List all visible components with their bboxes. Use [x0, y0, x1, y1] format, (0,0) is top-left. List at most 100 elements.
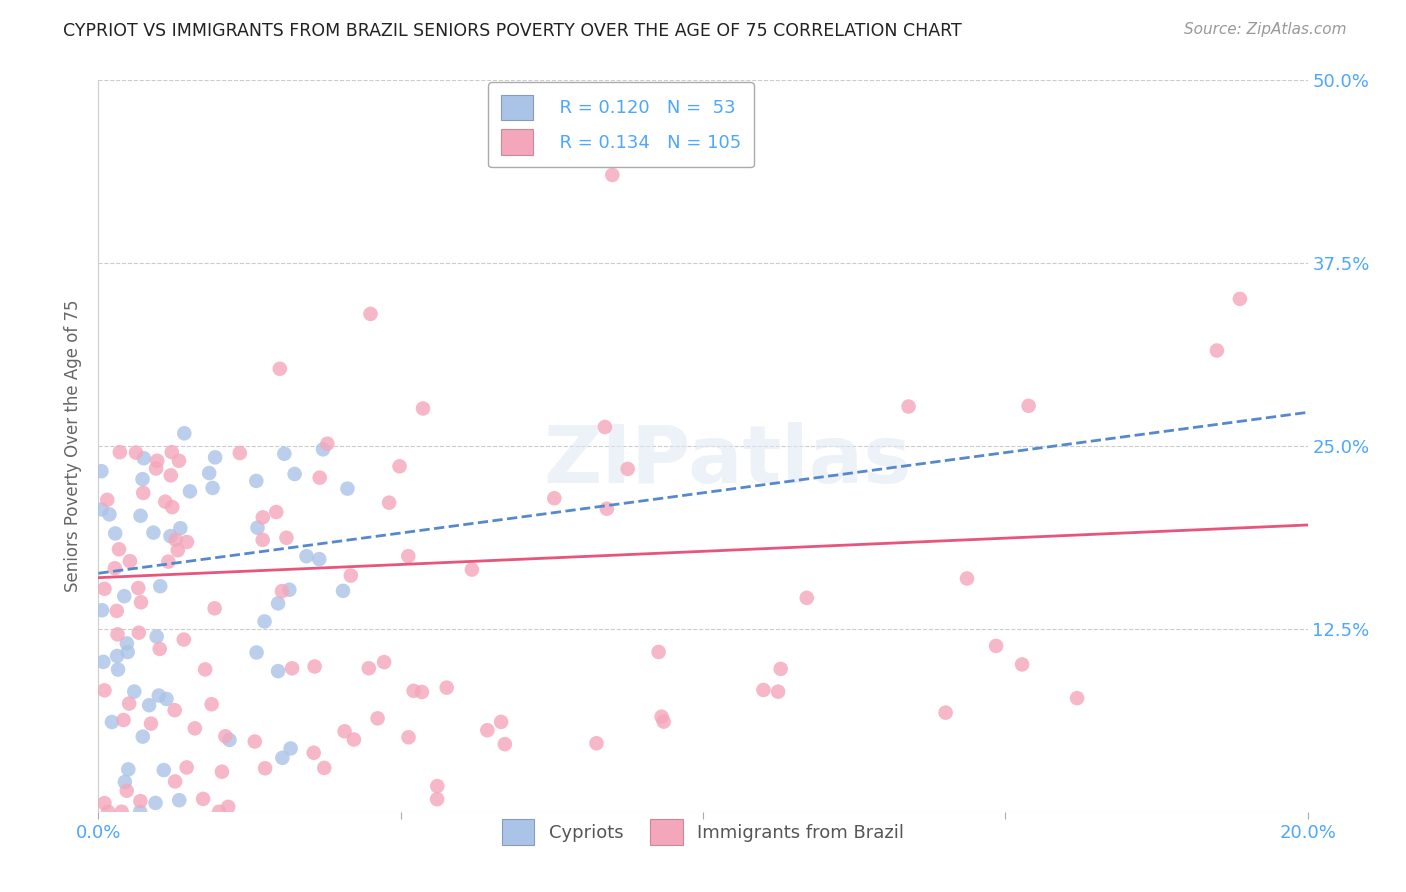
Point — [159, 529, 181, 543]
Point — [117, 645, 139, 659]
Point — [984, 639, 1007, 653]
Point — [129, 805, 152, 819]
Point — [118, 554, 141, 568]
Point — [308, 552, 330, 566]
Point — [132, 730, 155, 744]
Point — [149, 641, 172, 656]
Point — [1206, 343, 1229, 358]
Point — [96, 492, 118, 507]
Point — [367, 711, 389, 725]
Point — [243, 734, 266, 748]
Point — [200, 697, 222, 711]
Point — [308, 470, 330, 484]
Point — [125, 445, 148, 459]
Point — [112, 589, 135, 603]
Point — [98, 508, 121, 522]
Point — [93, 655, 115, 669]
Point — [284, 467, 307, 481]
Point — [167, 793, 190, 807]
Point — [489, 714, 512, 729]
Point — [214, 729, 236, 743]
Point — [90, 502, 112, 516]
Point — [796, 591, 818, 605]
Point — [273, 447, 295, 461]
Point — [201, 481, 224, 495]
Point — [436, 681, 458, 695]
Point — [115, 636, 138, 650]
Point — [104, 526, 127, 541]
Point — [769, 662, 792, 676]
Point — [246, 521, 269, 535]
Point — [93, 796, 115, 810]
Point — [129, 595, 152, 609]
Point — [267, 596, 290, 610]
Y-axis label: Seniors Poverty Over the Age of 75: Seniors Poverty Over the Age of 75 — [65, 300, 83, 592]
Point — [176, 535, 198, 549]
Legend: Cypriots, Immigrants from Brazil: Cypriots, Immigrants from Brazil — [492, 810, 914, 854]
Point — [398, 731, 420, 745]
Point — [378, 496, 401, 510]
Point — [112, 713, 135, 727]
Point — [173, 632, 195, 647]
Point — [340, 568, 363, 582]
Point — [357, 661, 380, 675]
Point — [128, 625, 150, 640]
Point — [160, 445, 183, 459]
Point — [118, 697, 141, 711]
Point — [146, 453, 169, 467]
Point — [343, 732, 366, 747]
Point — [167, 454, 190, 468]
Point — [935, 706, 957, 720]
Point — [145, 796, 167, 810]
Point — [152, 763, 174, 777]
Point — [105, 604, 128, 618]
Point — [245, 646, 267, 660]
Point — [101, 714, 124, 729]
Point — [155, 494, 177, 508]
Point — [271, 751, 294, 765]
Point — [295, 549, 318, 564]
Point — [316, 436, 339, 450]
Point — [252, 533, 274, 547]
Point — [333, 724, 356, 739]
Point — [477, 723, 499, 738]
Point — [1018, 399, 1040, 413]
Point — [127, 581, 149, 595]
Point — [104, 561, 127, 575]
Point — [129, 508, 152, 523]
Point — [149, 579, 172, 593]
Point — [111, 805, 134, 819]
Point — [411, 685, 433, 699]
Point — [585, 736, 607, 750]
Point — [304, 659, 326, 673]
Point — [165, 774, 187, 789]
Point — [1229, 292, 1251, 306]
Point — [269, 361, 291, 376]
Point — [245, 474, 267, 488]
Point — [543, 491, 565, 506]
Point — [218, 732, 240, 747]
Point — [276, 531, 298, 545]
Point — [593, 420, 616, 434]
Point — [107, 627, 129, 641]
Point — [176, 760, 198, 774]
Point — [114, 775, 136, 789]
Point — [93, 683, 115, 698]
Point — [897, 400, 920, 414]
Point — [129, 794, 152, 808]
Point — [194, 662, 217, 676]
Point — [115, 783, 138, 797]
Point — [191, 792, 214, 806]
Point — [148, 689, 170, 703]
Point — [157, 555, 180, 569]
Point — [173, 426, 195, 441]
Point — [159, 468, 181, 483]
Point — [956, 572, 979, 586]
Point — [278, 582, 301, 597]
Point — [229, 446, 252, 460]
Point — [396, 549, 419, 563]
Point — [652, 714, 675, 729]
Point — [647, 645, 669, 659]
Point — [139, 716, 162, 731]
Point — [314, 761, 336, 775]
